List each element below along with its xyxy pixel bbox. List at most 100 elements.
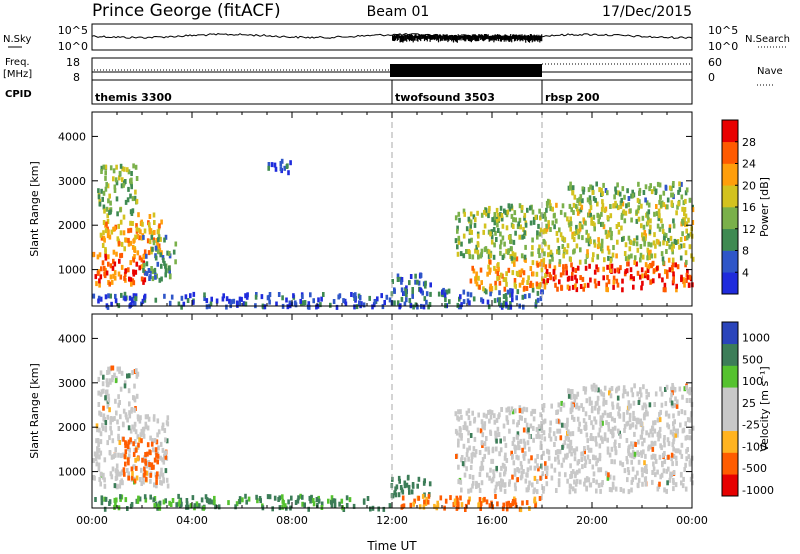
scatter-cell	[672, 454, 676, 459]
scatter-cell	[425, 291, 429, 297]
scatter-cell	[152, 240, 156, 246]
scatter-cell	[672, 446, 675, 452]
scatter-cell	[495, 432, 499, 438]
noise-band-mark	[537, 35, 539, 42]
scatter-cell	[475, 275, 478, 281]
scatter-cell	[644, 184, 648, 190]
scatter-cell	[602, 182, 605, 188]
scatter-cell	[474, 217, 477, 223]
scatter-cell	[508, 479, 511, 485]
scatter-cell	[116, 366, 120, 372]
scatter-cell	[572, 210, 575, 215]
colorbar-segment	[722, 185, 738, 208]
scatter-cell	[155, 483, 158, 489]
scatter-cell	[112, 258, 115, 264]
scatter-cell	[610, 459, 613, 465]
scatter-cell	[578, 226, 582, 232]
scatter-cell	[281, 498, 285, 504]
scatter-cell	[636, 470, 639, 476]
scatter-cell	[114, 502, 117, 507]
scatter-cell	[478, 284, 481, 290]
scatter-cell	[611, 426, 615, 432]
scatter-cell	[659, 386, 662, 392]
scatter-cell	[519, 461, 523, 467]
scatter-cell	[620, 214, 624, 220]
scatter-cell	[547, 252, 550, 258]
scatter-cell	[107, 261, 110, 267]
scatter-cell	[337, 294, 340, 300]
scatter-cell	[113, 226, 117, 232]
noise-band-mark	[411, 34, 413, 41]
scatter-cell	[419, 287, 422, 293]
scatter-cell	[156, 503, 160, 509]
scatter-cell	[573, 397, 577, 403]
scatter-cell	[631, 477, 634, 483]
scatter-cell	[614, 446, 617, 452]
scatter-cell	[156, 261, 160, 267]
scatter-cell	[636, 208, 640, 214]
scatter-cell	[104, 425, 107, 431]
scatter-cell	[467, 438, 470, 444]
scatter-cell	[581, 464, 584, 470]
scatter-cell	[487, 253, 491, 259]
scatter-cell	[630, 453, 634, 459]
scatter-cell	[477, 412, 480, 418]
scatter-cell	[180, 501, 183, 507]
scatter-cell	[320, 296, 323, 302]
scatter-cell	[575, 469, 579, 475]
scatter-cell	[583, 481, 586, 487]
scatter-cell	[150, 266, 153, 271]
scatter-cell	[161, 447, 165, 453]
scatter-cell	[575, 394, 578, 400]
scatter-cell	[158, 474, 161, 480]
scatter-cell	[552, 276, 556, 282]
scatter-cell	[117, 452, 120, 458]
scatter-cell	[244, 493, 247, 499]
nave-label: Nave	[757, 66, 783, 77]
scatter-cell	[103, 506, 107, 512]
scatter-cell	[526, 207, 529, 213]
scatter-cell	[495, 481, 499, 487]
scatter-cell	[545, 226, 549, 232]
scatter-cell	[476, 242, 480, 248]
scatter-cell	[414, 273, 417, 279]
scatter-cell	[606, 215, 610, 221]
scatter-cell	[510, 450, 513, 456]
scatter-cell	[113, 504, 116, 510]
scatter-cell	[649, 218, 652, 224]
scatter-cell	[366, 496, 370, 501]
scatter-cell	[570, 207, 573, 213]
scatter-cell	[656, 469, 659, 475]
scatter-cell	[601, 420, 604, 426]
scatter-cell	[327, 498, 330, 504]
colorbar-segment	[722, 365, 738, 388]
scatter-cell	[488, 418, 491, 424]
scatter-cell	[553, 467, 557, 473]
scatter-cell	[195, 501, 199, 507]
scatter-cell	[541, 471, 545, 477]
scatter-cell	[563, 247, 566, 253]
scatter-cell	[581, 235, 584, 241]
scatter-cell	[658, 426, 662, 432]
scatter-cell	[114, 447, 117, 453]
scatter-cell	[688, 417, 692, 423]
scatter-cell	[489, 253, 492, 259]
scatter-cell	[646, 275, 650, 281]
scatter-cell	[660, 445, 663, 451]
scatter-cell	[246, 292, 249, 298]
scatter-cell	[203, 296, 206, 301]
scatter-cell	[664, 287, 667, 293]
scatter-cell	[143, 466, 146, 472]
scatter-cell	[539, 281, 543, 287]
scatter-cell	[480, 212, 484, 218]
scatter-cell	[98, 410, 101, 416]
scatter-cell	[489, 291, 492, 297]
scatter-cell	[602, 392, 606, 398]
scatter-cell	[153, 220, 156, 225]
scatter-cell	[156, 245, 160, 251]
scatter-cell	[511, 474, 514, 480]
scatter-cell	[500, 213, 504, 218]
scatter-cell	[592, 196, 596, 202]
scatter-cell	[117, 402, 120, 408]
scatter-cell	[647, 209, 651, 215]
